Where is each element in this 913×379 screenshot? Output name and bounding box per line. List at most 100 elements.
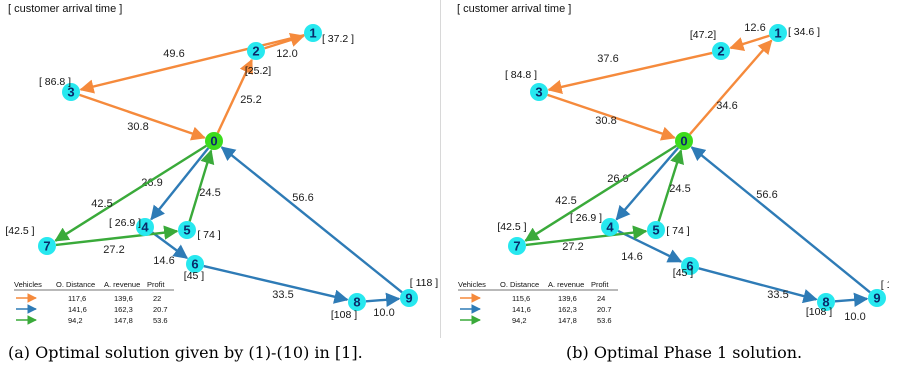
route-edge-green — [525, 225, 648, 247]
customer-node — [508, 237, 526, 255]
route-edge-blue — [698, 267, 818, 304]
route-edge-blue — [203, 264, 349, 304]
edge-label: 24.5 — [199, 187, 220, 199]
route-edge-blue — [365, 292, 401, 307]
table-cell: 141,6 — [68, 305, 87, 314]
arrival-time-label: [42.5 ] — [497, 221, 526, 233]
customer-node — [178, 221, 196, 239]
route-edge-blue — [690, 146, 871, 294]
node-id: 0 — [680, 134, 687, 149]
route-graph-b: [ customer arrival time ] 34.6 12.6 37.6 30.… — [457, 3, 909, 325]
route-graph-a: [ customer arrival time ] 25.2 12.0 49.6 30.… — [5, 3, 438, 325]
table-cell: 139,6 — [114, 294, 133, 303]
arrival-time-label: [108 ] — [331, 309, 357, 321]
route-edge-blue — [220, 146, 403, 294]
node-id: 7 — [513, 239, 520, 254]
caption-b: (b) Optimal Phase 1 solution. — [566, 343, 803, 362]
arrival-time-label: [47.2] — [690, 29, 716, 41]
header-label: [ customer arrival time ] — [8, 3, 122, 15]
table-header: Vehicles — [458, 280, 486, 289]
arrival-time-label: [25.2] — [245, 65, 271, 77]
node-id: 0 — [210, 134, 217, 149]
customer-node — [186, 255, 204, 273]
arrival-time-label: [ 118 ] — [881, 279, 889, 291]
customer-node — [647, 221, 665, 239]
edge-label: 33.5 — [272, 289, 293, 301]
route-edge-blue — [615, 147, 680, 221]
arrival-time-label: [ 37.2 ] — [322, 33, 354, 45]
node-id: 8 — [822, 295, 829, 310]
edge-label: 27.2 — [103, 244, 124, 256]
table-cell: 24 — [597, 294, 605, 303]
customer-node — [681, 257, 699, 275]
panel-a: [ customer arrival time ] 25.2 12.0 49.6 30.… — [0, 0, 440, 338]
edge-label: 14.6 — [153, 255, 174, 267]
node-id: 4 — [141, 220, 149, 235]
route-edge-green — [54, 144, 208, 242]
customer-node — [601, 218, 619, 236]
arrival-time-label: [ 26.9 ] — [570, 212, 602, 224]
edge-label: 30.8 — [595, 115, 616, 127]
node-id: 3 — [67, 85, 74, 100]
customer-node — [817, 293, 835, 311]
route-edge-green — [55, 225, 179, 247]
route-edge-orange — [547, 93, 676, 141]
table-cell: 141,6 — [512, 305, 531, 314]
edge-label: 56.6 — [292, 192, 313, 204]
edge-label: 10.0 — [844, 311, 865, 323]
node-id: 5 — [652, 223, 659, 238]
table-cell: 22 — [153, 294, 161, 303]
customer-node — [868, 289, 886, 307]
depot-node — [205, 132, 223, 150]
arrival-time-label: [ 34.6 ] — [788, 26, 820, 38]
caption-a: (a) Optimal solution given by (1)-(10) i… — [8, 343, 363, 362]
route-edge-blue — [617, 229, 683, 263]
node-id: 3 — [535, 85, 542, 100]
panel-b: [ customer arrival time ] 34.6 12.6 37.6 30.… — [449, 0, 909, 338]
route-edge-blue — [151, 231, 189, 260]
arrival-time-label: [ 26.9 ] — [109, 217, 141, 229]
table-cell: 53.6 — [597, 316, 612, 325]
node-id: 8 — [353, 295, 360, 310]
route-edge-orange — [79, 33, 305, 94]
customer-node — [136, 218, 154, 236]
table-header: Profit — [147, 280, 165, 289]
node-id: 6 — [191, 257, 198, 272]
table-cell: 94,2 — [68, 316, 83, 325]
table-cell: 147,8 — [558, 316, 577, 325]
route-edge-blue — [834, 292, 869, 307]
table-header: A. revenue — [548, 280, 584, 289]
edge-label: 12.6 — [744, 22, 765, 34]
edge-label: 24.5 — [669, 183, 690, 195]
customer-node — [62, 83, 80, 101]
node-id: 6 — [686, 259, 693, 274]
route-edge-orange — [216, 58, 253, 134]
route-edge-orange — [547, 51, 713, 94]
arrival-time-label: [ 86.8 ] — [39, 76, 71, 88]
arrival-time-label: [108 ] — [806, 306, 832, 318]
table-cell: 20.7 — [153, 305, 168, 314]
table-header: Profit — [591, 280, 609, 289]
node-id: 1 — [309, 26, 316, 41]
table-header: O. Distance — [56, 280, 95, 289]
route-edge-orange — [689, 39, 773, 135]
edge-label: 42.5 — [91, 198, 112, 210]
table-cell: 139,6 — [558, 294, 577, 303]
table-cell: 147,8 — [114, 316, 133, 325]
edge-label: 12.0 — [276, 48, 297, 60]
panel-divider — [440, 0, 441, 338]
arrival-time-label: [ 74 ] — [666, 225, 689, 237]
customer-node — [38, 237, 56, 255]
node-id: 9 — [405, 291, 412, 306]
edge-label: 42.5 — [555, 195, 576, 207]
table-cell: 162,3 — [114, 305, 133, 314]
arrival-time-label: [45 ] — [673, 267, 694, 279]
table-header: O. Distance — [500, 280, 539, 289]
node-id: 5 — [183, 223, 190, 238]
edge-label: 34.6 — [716, 100, 737, 112]
node-id: 7 — [43, 239, 50, 254]
arrival-time-label: [45 ] — [184, 270, 205, 282]
edge-label: 33.5 — [767, 289, 788, 301]
arrival-time-label: [ 74 ] — [197, 229, 220, 241]
customer-node — [247, 42, 265, 60]
